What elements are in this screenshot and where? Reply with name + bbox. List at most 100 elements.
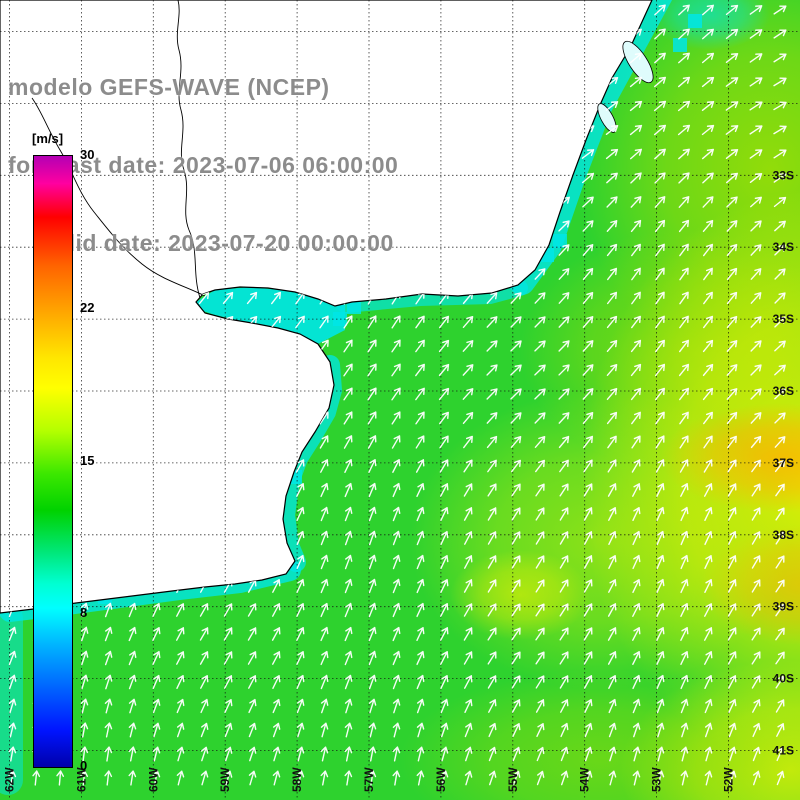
wind-arrow	[223, 603, 233, 617]
wind-arrow	[655, 459, 665, 473]
wind-arrow	[486, 412, 498, 424]
wind-arrow	[464, 531, 473, 545]
wind-arrow	[774, 388, 786, 400]
wind-arrow	[607, 459, 617, 473]
wind-arrow	[752, 746, 761, 762]
wind-arrow	[104, 602, 113, 618]
wind-arrow	[775, 651, 785, 665]
wind-arrow	[344, 578, 353, 594]
wind-arrow	[678, 4, 690, 16]
wind-arrow	[272, 675, 281, 689]
wind-arrow	[510, 364, 522, 376]
wind-arrow	[462, 364, 474, 376]
wind-arrow	[608, 675, 617, 689]
wind-arrow	[630, 363, 642, 377]
wind-arrow	[606, 172, 618, 184]
colorbar-tick-label: 30	[80, 147, 95, 162]
wind-arrow	[295, 315, 305, 329]
wind-arrow	[248, 746, 257, 762]
wind-arrow	[488, 770, 497, 786]
wind-arrow	[653, 76, 667, 88]
wind-arrow	[774, 340, 786, 352]
wind-arrow	[392, 602, 401, 618]
wind-arrow	[175, 627, 185, 641]
wind-arrow	[558, 412, 570, 424]
wind-arrow	[487, 555, 497, 569]
wind-arrow	[630, 52, 642, 64]
wind-arrow	[701, 100, 715, 112]
wind-arrow	[246, 291, 258, 305]
wind-arrow	[438, 363, 450, 377]
wind-arrow	[655, 291, 665, 305]
wind-arrow	[680, 603, 689, 617]
wind-arrow	[535, 651, 545, 665]
wind-arrow	[679, 459, 689, 473]
wind-arrow	[608, 507, 617, 521]
wind-arrow	[680, 770, 689, 786]
wind-arrow	[247, 651, 257, 665]
wind-arrow	[344, 674, 353, 690]
wind-arrow	[559, 531, 569, 545]
colorbar-tick-label: 8	[80, 605, 88, 621]
wind-arrow	[344, 530, 353, 546]
wind-arrow	[632, 554, 641, 570]
wind-arrow	[200, 698, 209, 714]
wind-arrow	[679, 339, 689, 353]
wind-arrow	[320, 770, 329, 786]
wind-arrow	[320, 674, 329, 690]
wind-arrow	[536, 722, 545, 738]
wind-arrow	[558, 340, 570, 352]
wind-arrow	[608, 555, 617, 569]
cyan-block	[347, 300, 361, 314]
wind-arrow	[559, 603, 569, 617]
wind-arrow	[222, 291, 234, 305]
wind-arrow	[535, 459, 545, 473]
wind-arrow	[751, 555, 761, 569]
wind-arrow	[582, 364, 594, 376]
wind-arrow	[678, 196, 690, 208]
wind-arrow	[656, 483, 665, 497]
wind-arrow	[656, 603, 665, 617]
wind-arrow	[271, 651, 281, 665]
wind-arrow	[510, 412, 522, 424]
wind-arrow	[559, 627, 569, 641]
wind-arrow	[725, 101, 739, 111]
wind-arrow	[535, 555, 545, 569]
wind-arrow	[511, 459, 521, 473]
wind-arrow	[750, 412, 762, 424]
wind-arrow	[774, 412, 786, 424]
lagoon	[622, 40, 654, 84]
wind-arrow	[701, 124, 715, 136]
wind-arrow	[463, 651, 473, 665]
wind-arrow	[775, 675, 785, 689]
lon-label: 58W	[290, 767, 304, 792]
wind-arrow	[583, 579, 593, 593]
wind-arrow	[775, 627, 785, 641]
wind-arrow	[605, 148, 619, 160]
wind-arrow	[726, 220, 738, 232]
wind-arrow	[632, 578, 641, 594]
wind-arrow	[630, 219, 642, 233]
wind-arrow	[774, 244, 786, 256]
wind-arrow	[775, 483, 785, 497]
wind-arrow	[775, 699, 785, 713]
wind-arrow	[320, 650, 329, 666]
wind-arrow	[344, 698, 353, 714]
wind-arrow	[582, 291, 594, 305]
wind-arrow	[440, 722, 449, 738]
wind-arrow	[391, 315, 401, 329]
wind-arrow	[367, 435, 377, 449]
wind-arrow	[80, 674, 89, 690]
wind-arrow	[271, 627, 281, 641]
wind-arrow	[486, 316, 498, 328]
wind-arrow	[463, 459, 473, 473]
wind-arrow	[368, 459, 377, 473]
wind-arrow	[656, 650, 665, 666]
wind-arrow	[702, 363, 714, 377]
wind-arrow	[678, 219, 690, 233]
wind-arrow	[176, 746, 185, 762]
wind-arrow	[751, 651, 761, 665]
wind-arrow	[486, 388, 498, 400]
wind-arrow	[416, 506, 425, 522]
wind-arrow	[439, 435, 449, 449]
